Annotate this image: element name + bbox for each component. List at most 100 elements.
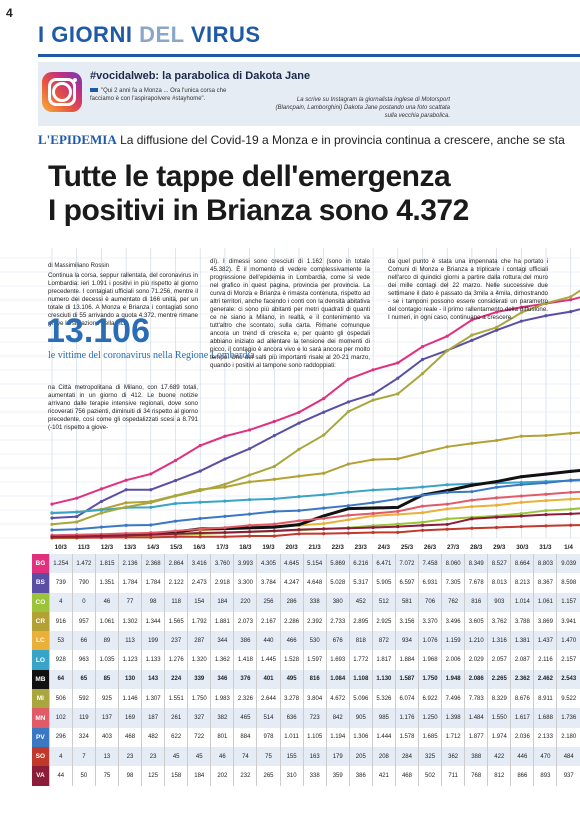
point-mb (569, 469, 573, 473)
instagram-icon-dot (73, 78, 77, 82)
table-cell: 1.105 (302, 727, 327, 747)
point-so (495, 525, 499, 530)
province-label: SO (32, 746, 50, 767)
point-va (198, 531, 202, 535)
column-header-date: 27/3 (441, 540, 465, 554)
table-header-row: 10/3 11/3 12/3 13/3 14/3 15/3 16/3 17/3 18/3 19/3… (32, 540, 580, 554)
point-mi (248, 473, 252, 477)
point-pv (346, 504, 350, 508)
point-bg (495, 310, 499, 314)
point-cr (371, 458, 375, 462)
point-bg (198, 443, 202, 448)
table-cell: 1.351 (94, 573, 119, 593)
table-cell: 1.792 (187, 611, 211, 632)
table-cell: 482 (141, 727, 165, 747)
point-va (297, 528, 301, 532)
table-cell: 2.036 (510, 727, 534, 747)
table-cell: 1.528 (279, 650, 304, 670)
column-header-date: 1/4 (556, 540, 580, 554)
social-caption: La scrive su Instagram la giornalista in… (275, 97, 450, 119)
table-cell: 50 (71, 766, 96, 786)
table-cell: 388 (464, 746, 488, 767)
table-cell: 739 (48, 573, 73, 593)
point-mb (519, 475, 523, 479)
table-cell: 1.551 (164, 689, 188, 709)
table-cell: 2.462 (533, 669, 557, 690)
table-header-corner (32, 540, 50, 554)
point-bg (519, 305, 523, 309)
point-co (445, 517, 449, 521)
table-cell: 6.471 (371, 554, 396, 574)
table-cell: 64 (48, 669, 73, 690)
table-cell: 1.123 (117, 650, 142, 670)
table-cell: 386 (233, 631, 257, 651)
table-cell: 2.157 (556, 650, 580, 670)
point-cr (544, 433, 548, 438)
table-cell: 2.087 (510, 650, 534, 670)
point-cr (346, 462, 350, 466)
table-cell: 187 (141, 708, 165, 728)
point-mi (346, 409, 350, 414)
table-cell: 1.146 (117, 689, 142, 709)
table-cell: 3.788 (510, 611, 534, 632)
table-cell: 403 (94, 727, 119, 747)
column-header-date: 28/3 (464, 540, 488, 554)
column-header-date: 13/3 (118, 540, 142, 554)
column-header-date: 11/3 (72, 540, 96, 554)
point-bg (322, 396, 326, 401)
table-cell: 1.597 (302, 650, 327, 670)
table-cell: 866 (510, 766, 534, 786)
table-cell: 872 (371, 631, 396, 651)
point-mi (297, 447, 301, 451)
point-mb (272, 525, 276, 529)
point-pv (495, 485, 499, 489)
table-cell: 4.305 (256, 554, 281, 574)
table-cell: 4.645 (279, 554, 304, 574)
point-bs (198, 469, 202, 473)
section-divider (38, 54, 580, 57)
point-cr (495, 438, 499, 443)
point-va (470, 517, 474, 521)
point-va (99, 534, 103, 538)
table-cell: 903 (487, 592, 511, 612)
table-cell: 3.605 (464, 611, 488, 632)
column-header-date: 24/3 (372, 540, 396, 554)
table-cell: 842 (325, 708, 350, 728)
table-cell: 8.676 (510, 689, 534, 709)
table-cell: 7 (71, 746, 96, 767)
point-lo (223, 499, 227, 503)
table-cell: 75 (94, 766, 119, 786)
point-cr (322, 471, 326, 475)
social-quote-text: "Qui 2 anni fa a Monza ... Ora l'unica c… (90, 88, 227, 102)
table-cell: 77 (117, 592, 142, 612)
table-cell: 118 (164, 592, 188, 612)
province-label: BS (32, 573, 50, 593)
point-co (420, 520, 425, 524)
point-mi (149, 501, 153, 505)
table-cell: 2.116 (533, 650, 557, 670)
table-cell: 310 (279, 766, 304, 786)
table-cell: 2.895 (348, 611, 373, 632)
table-row: CO 4 0 46 77 98 118 154 184 220 256 286 338 380 452 512… (32, 592, 580, 612)
column-header-date: 30/3 (510, 540, 534, 554)
point-mn (198, 527, 202, 531)
table-cell: 85 (94, 669, 119, 690)
point-lo (396, 487, 400, 491)
table-cell: 1.550 (487, 708, 511, 728)
point-lc (470, 505, 474, 509)
table-cell: 2.006 (441, 650, 465, 670)
table-cell: 2.925 (371, 611, 396, 632)
table-cell: 66 (71, 631, 96, 651)
data-table: 10/3 11/3 12/3 13/3 14/3 15/3 16/3 17/3 18/3 19/3… (32, 540, 580, 786)
column-header-date: 31/3 (533, 540, 557, 554)
table-cell: 1.210 (464, 631, 488, 651)
point-cr (569, 431, 573, 435)
byline: di Massimiliano Rossin (48, 263, 110, 269)
table-cell: 512 (371, 592, 396, 612)
column-header-date: 17/3 (210, 540, 234, 554)
point-mb (371, 506, 375, 510)
table-cell: 1.578 (394, 727, 419, 747)
table-cell: 256 (256, 592, 281, 612)
table-cell: 23 (117, 746, 142, 767)
table-cell: 380 (325, 592, 350, 612)
